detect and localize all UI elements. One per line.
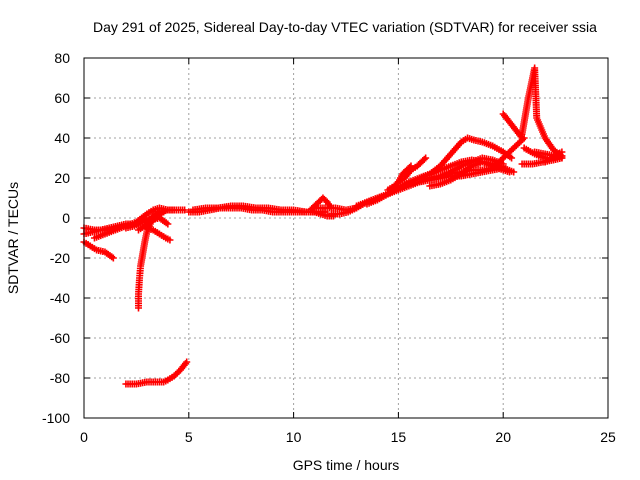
data-point: [166, 236, 174, 244]
data-point: [170, 206, 178, 214]
series-28: [541, 148, 566, 166]
x-tick-label: 20: [495, 429, 511, 445]
data-point: [510, 168, 518, 176]
x-axis-label: GPS time / hours: [293, 457, 400, 473]
y-tick-label: -60: [50, 330, 70, 346]
axes: 0 5 10 15 20 25 -100 -80 -60 -40 -20 0 20 40 60 80: [42, 50, 616, 445]
y-tick-label: 0: [62, 210, 70, 226]
data-point: [164, 220, 172, 228]
data-point: [558, 148, 566, 156]
y-tick-label: 20: [54, 170, 70, 186]
data-point: [109, 254, 117, 262]
data-point: [420, 155, 428, 163]
y-tick-label: 60: [54, 90, 70, 106]
plot-frame: [83, 57, 609, 419]
y-axis-label: SDTVAR / TECUs: [5, 182, 21, 294]
y-tick-label: -20: [50, 250, 70, 266]
series-7: [134, 206, 178, 312]
x-tick-label: 25: [600, 429, 616, 445]
y-tick-label: 80: [54, 50, 70, 66]
data-point: [422, 154, 430, 162]
series-18: [394, 154, 430, 186]
data-point: [181, 206, 189, 214]
data-points: [80, 64, 566, 388]
x-tick-label: 5: [185, 429, 193, 445]
x-tick-label: 15: [391, 429, 407, 445]
data-point: [183, 358, 191, 366]
y-tick-label: -100: [42, 410, 70, 426]
series-24: [518, 64, 566, 160]
y-tick-label: -80: [50, 370, 70, 386]
series-0: [80, 238, 117, 262]
x-tick-label: 10: [286, 429, 302, 445]
y-tick-label: -40: [50, 290, 70, 306]
y-tick-label: 40: [54, 130, 70, 146]
series-10: [189, 202, 323, 216]
series-8: [122, 358, 191, 388]
x-tick-label: 0: [80, 429, 88, 445]
data-point: [508, 154, 516, 162]
chart-title: Day 291 of 2025, Sidereal Day-to-day VTE…: [93, 19, 597, 35]
data-point: [558, 154, 566, 162]
